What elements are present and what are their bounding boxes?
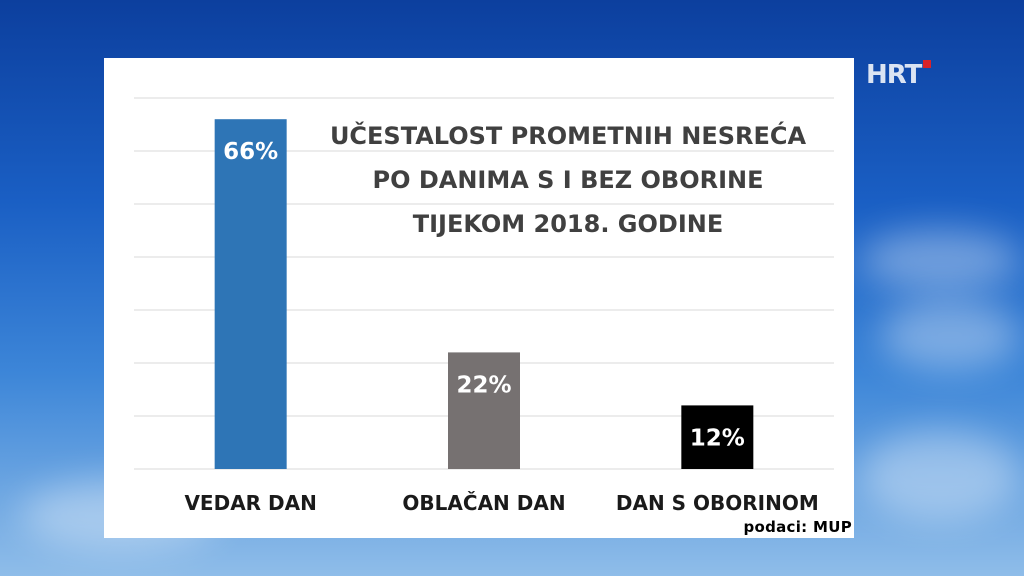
bars [214,119,754,469]
bar-chart: 66% 22% 12% VEDAR DAN OBLAČAN DAN DAN S OBOR… [134,97,834,515]
category-label: VEDAR DAN [184,491,316,515]
bar [448,352,520,469]
source-note: podaci: MUP [743,518,852,536]
hrt-logo: HRT [866,60,932,90]
title-line: TIJEKOM 2018. GODINE [413,210,724,238]
bar [214,119,287,469]
cloud [860,430,1020,520]
value-label: 12% [690,425,745,451]
bar [681,405,754,469]
value-label: 22% [456,372,511,398]
category-label: OBLAČAN DAN [402,491,565,515]
cloud [860,230,1020,290]
cloud [880,300,1020,370]
chart-title: UČESTALOST PROMETNIH NESREĆA PO DANIMA S … [330,120,807,238]
title-line: UČESTALOST PROMETNIH NESREĆA [330,120,807,150]
category-labels: VEDAR DAN OBLAČAN DAN DAN S OBORINOM [184,491,818,515]
category-label: DAN S OBORINOM [616,491,819,515]
value-labels: 66% 22% 12% [223,139,745,451]
chart-panel: 66% 22% 12% VEDAR DAN OBLAČAN DAN DAN S OBOR… [104,58,854,538]
title-line: PO DANIMA S I BEZ OBORINE [372,166,763,194]
value-label: 66% [223,139,278,165]
